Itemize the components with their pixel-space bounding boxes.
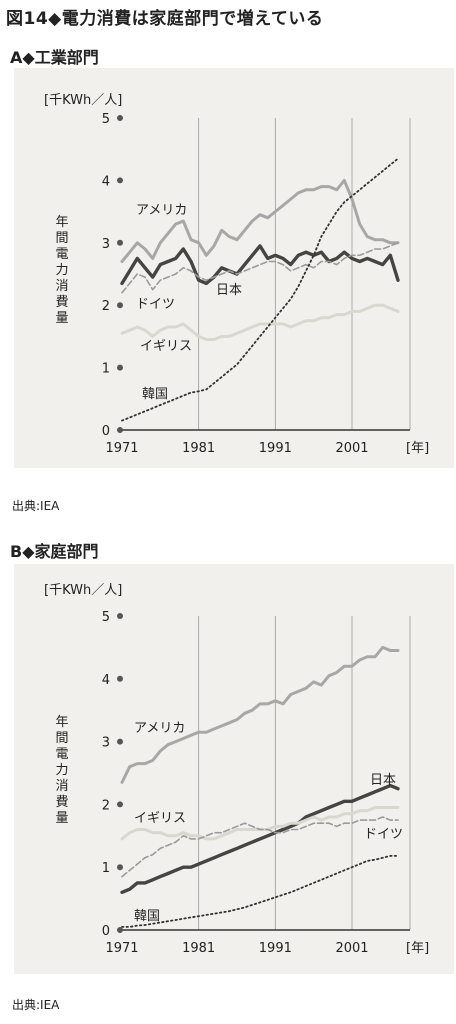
y-tick-dot-5: [117, 613, 123, 619]
figure-title: 図14◆電力消費は家庭部門で増えている: [6, 9, 324, 29]
series-line-3: [121, 816, 399, 878]
x-axis-label: [年]: [406, 941, 429, 956]
chart-a-industrial: 0 1 2 3 4 5 1971 1981 1991 2001 [年] [千KWh／人] 年間電力消費量…: [44, 93, 429, 456]
x-tick-label-2001: 2001: [335, 941, 368, 956]
y-tick-dot-1: [117, 864, 123, 871]
y-tick-dot-0: [117, 427, 123, 433]
y-axis-label: 年間電力消費量: [55, 215, 68, 326]
series-line-3: [120, 303, 400, 341]
y-unit-label: [千KWh／人]: [44, 583, 122, 598]
series-line-2: [121, 242, 399, 294]
y-tick-label-3: 3: [102, 736, 110, 751]
source-b: 出典:IEA: [12, 998, 60, 1012]
x-tick-label-1991: 1991: [259, 441, 292, 456]
y-tick-dot-1: [117, 364, 123, 371]
series-line-4: [121, 157, 399, 422]
series-line-1: [120, 244, 400, 286]
series-label-0: アメリカ: [136, 203, 187, 218]
y-tick-dot-4: [117, 675, 123, 682]
x-tick-label-1981: 1981: [182, 941, 215, 956]
series-line-1: [120, 783, 400, 894]
series-label-3: ドイツ: [364, 827, 403, 842]
y-tick-label-0: 0: [102, 924, 110, 939]
panel-b-background: [14, 564, 454, 974]
x-axis-label: [年]: [406, 441, 429, 456]
y-tick-label-0: 0: [102, 424, 110, 439]
series-label-4: 韓国: [142, 387, 168, 402]
y-axis-label: 年間電力消費量: [55, 715, 68, 826]
series-line-4: [121, 854, 399, 928]
x-tick-label-1971: 1971: [105, 441, 138, 456]
series-label-4: 韓国: [134, 909, 160, 924]
series-label-1: 日本: [370, 773, 396, 788]
y-tick-dot-2: [117, 302, 123, 309]
series-line-0: [120, 178, 400, 263]
panel-a-title: A◆工業部門: [10, 48, 99, 67]
y-tick-label-2: 2: [102, 798, 110, 813]
x-tick-label-1971: 1971: [105, 941, 138, 956]
source-a: 出典:IEA: [12, 499, 60, 513]
panel-a-background: [14, 68, 454, 468]
y-tick-label-2: 2: [102, 299, 110, 314]
y-unit-label: [千KWh／人]: [44, 93, 122, 108]
series-label-3: イギリス: [140, 339, 192, 354]
y-tick-label-4: 4: [102, 673, 110, 688]
chart-b-household: 0 1 2 3 4 5 1971 1981 1991 2001 [年] [千KWh／人] 年間電力消費量…: [44, 583, 429, 956]
panel-b-title: B◆家庭部門: [10, 542, 99, 561]
y-tick-dot-3: [117, 738, 123, 745]
y-tick-dot-4: [117, 177, 123, 184]
series-label-2: イギリス: [134, 811, 186, 826]
y-tick-label-5: 5: [102, 112, 110, 127]
y-tick-label-5: 5: [102, 610, 110, 625]
x-tick-label-1981: 1981: [182, 441, 215, 456]
y-tick-dot-5: [117, 115, 123, 121]
series-label-0: アメリカ: [134, 721, 185, 736]
y-tick-dot-2: [117, 801, 123, 808]
series-line-0: [120, 645, 400, 784]
series-label-1: 日本: [216, 283, 242, 298]
y-tick-label-1: 1: [102, 861, 110, 876]
y-tick-dot-3: [117, 239, 123, 246]
x-tick-label-2001: 2001: [335, 441, 368, 456]
y-tick-dot-0: [117, 927, 123, 933]
series-label-2: ドイツ: [136, 297, 175, 312]
y-tick-label-1: 1: [102, 362, 110, 377]
y-tick-label-4: 4: [102, 174, 110, 189]
x-tick-label-1991: 1991: [259, 941, 292, 956]
y-tick-label-3: 3: [102, 237, 110, 252]
